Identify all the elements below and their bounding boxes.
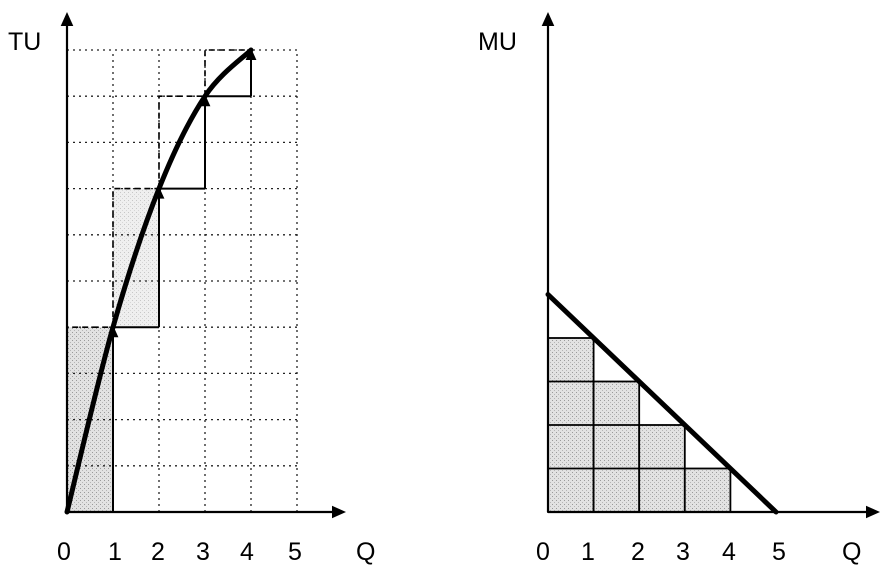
mu-x-axis-label: Q bbox=[842, 538, 861, 565]
tu-x-tick: 0 bbox=[57, 538, 71, 565]
tu-step-outline bbox=[204, 49, 251, 97]
tu-step-outline bbox=[158, 95, 205, 189]
tu-x-axis-arrow bbox=[332, 505, 346, 519]
mu-x-tick: 4 bbox=[722, 538, 736, 565]
mu-x-tick: 5 bbox=[772, 538, 786, 565]
mu-line bbox=[545, 292, 779, 515]
mu-x-tick: 2 bbox=[631, 538, 645, 565]
mu-x-tick: 0 bbox=[536, 538, 550, 565]
tu-step-arrow bbox=[245, 48, 257, 60]
tu-x-tick: 3 bbox=[196, 538, 210, 565]
tu-curve bbox=[64, 47, 254, 515]
tu-y-axis-arrow bbox=[60, 12, 74, 26]
tu-x-axis-label: Q bbox=[356, 538, 375, 565]
tu-x-tick: 5 bbox=[288, 538, 302, 565]
tu-x-tick: 2 bbox=[151, 538, 165, 565]
tu-chart bbox=[60, 12, 346, 519]
mu-x-tick: 3 bbox=[676, 538, 690, 565]
mu-bar bbox=[592, 380, 641, 513]
mu-y-axis-arrow bbox=[541, 12, 555, 26]
mu-x-tick: 1 bbox=[581, 538, 595, 565]
mu-y-axis-label: MU bbox=[478, 28, 517, 56]
mu-x-axis-arrow bbox=[866, 505, 880, 519]
mu-chart bbox=[541, 12, 880, 519]
tu-x-tick: 1 bbox=[108, 538, 122, 565]
tu-y-axis-label: TU bbox=[8, 28, 41, 56]
mu-bar bbox=[683, 467, 732, 513]
tu-x-tick: 4 bbox=[240, 538, 254, 565]
